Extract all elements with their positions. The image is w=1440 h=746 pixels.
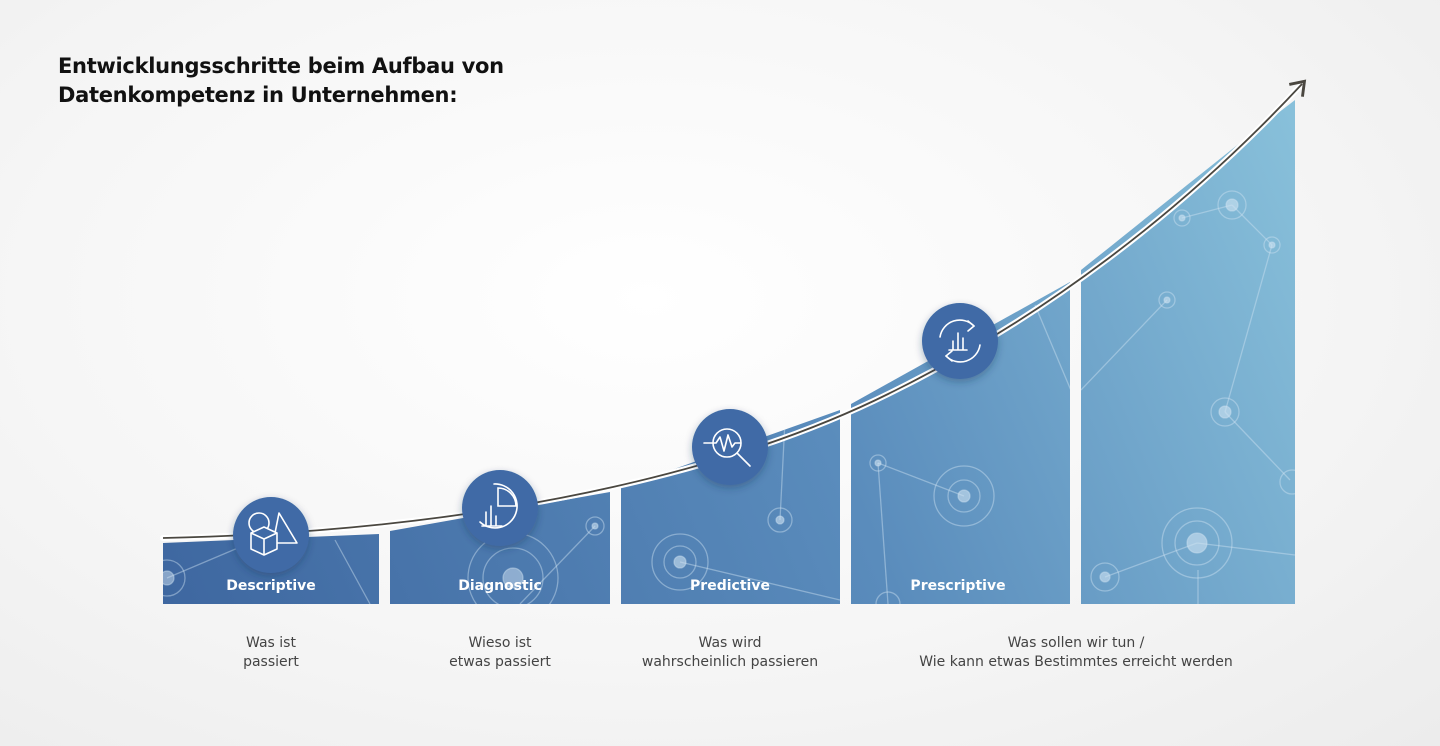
step-description-diagnostic: Wieso ist etwas passiert [449, 634, 551, 672]
diagram-title: Entwicklungsschritte beim Aufbau von Dat… [58, 52, 504, 110]
bar-diagnostic [390, 492, 610, 604]
chart-analysis-icon [479, 483, 518, 529]
desc-line: Was sollen wir tun / [1007, 635, 1145, 651]
bar-final [1081, 100, 1295, 604]
bar-predictive [621, 410, 840, 604]
desc-line: etwas passiert [449, 654, 551, 670]
shapes-icon [248, 512, 298, 556]
step-icon-diagnostic [462, 470, 538, 546]
network-decoration [163, 190, 1295, 604]
desc-line: Wieso ist [468, 635, 532, 651]
desc-line: wahrscheinlich passieren [641, 654, 819, 670]
step-bars [163, 100, 1295, 604]
step-description-descriptive: Was ist passiert [243, 634, 299, 672]
step-description-prescriptive: Was sollen wir tun / Wie kann etwas Best… [919, 634, 1233, 672]
growth-curve-arrow [162, 79, 1307, 539]
desc-line: Was ist [246, 635, 296, 651]
step-description-predictive: Was wird wahrscheinlich passieren [642, 634, 818, 672]
step-icon-predictive [692, 409, 768, 485]
magnifier-pulse-icon [703, 428, 751, 467]
step-icon-prescriptive [922, 303, 998, 379]
title-line-1: Entwicklungsschritte beim Aufbau von [58, 54, 504, 78]
cycle-chart-icon [939, 319, 981, 363]
step-icon-descriptive [233, 497, 309, 573]
step-label-predictive: Predictive [690, 578, 770, 594]
bar-prescriptive [851, 282, 1070, 604]
desc-line: Wie kann etwas Bestimmtes erreicht werde… [919, 654, 1233, 670]
step-label-diagnostic: Diagnostic [458, 578, 542, 594]
desc-line: Was wird [698, 635, 762, 651]
title-line-2: Datenkompetenz in Unternehmen: [58, 83, 458, 107]
step-label-prescriptive: Prescriptive [910, 578, 1006, 594]
step-label-descriptive: Descriptive [226, 578, 316, 594]
desc-line: passiert [243, 654, 299, 670]
